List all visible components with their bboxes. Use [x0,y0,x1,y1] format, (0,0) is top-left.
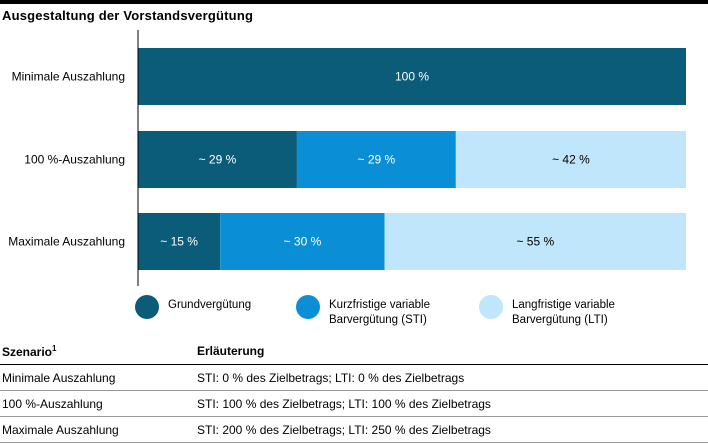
table-row: Minimale Auszahlung STI: 0 % des Zielbet… [0,365,708,391]
data-label: ~ 15 % [160,235,198,249]
header-erlaeuterung: Erläuterung [197,344,265,358]
top-rule [0,0,708,4]
bar-segment [455,131,686,188]
legend-item-grund: Grundvergütung [135,295,252,319]
data-label: 100 % [395,70,429,84]
table-row: 100 %-Auszahlung STI: 100 % des Zielbetr… [0,391,708,417]
bar-segment [138,48,686,105]
bar-segment [138,213,221,270]
bar-segment [220,213,385,270]
legend-label-grund: Grundvergütung [168,299,252,311]
data-label: ~ 55 % [516,235,554,249]
table-cell: STI: 200 % des Zielbetrags; LTI: 250 % d… [197,423,491,437]
table-header: Szenario1 Erläuterung [0,336,708,365]
data-label: ~ 30 % [284,235,322,249]
table-cell: STI: 100 % des Zielbetrags; LTI: 100 % d… [197,397,491,411]
legend-item-sti: Kurzfristige variable Barvergütung (STI) [296,295,430,328]
header-szenario: Szenario1 [2,344,57,359]
legend-label-lti: Langfristige variable Barvergütung (LTI) [512,299,615,326]
data-label: ~ 29 % [199,153,237,167]
data-label: ~ 29 % [358,153,396,167]
stacked-bar-chart: Minimale Auszahlung 100 % 100 %-Auszahlung… [8,30,686,286]
category-label: Maximale Auszahlung [8,235,125,249]
legend-swatch-sti [296,295,320,319]
table-cell: STI: 0 % des Zielbetrags; LTI: 0 % des Z… [197,371,465,385]
scenario-table: Szenario1 Erläuterung Minimale Auszahlun… [0,336,708,443]
table-cell: Minimale Auszahlung [2,371,116,385]
category-label: 100 %-Auszahlung [24,153,125,167]
legend-swatch-grund [135,295,159,319]
bar-segment [138,131,297,188]
chart-title: Ausgestaltung der Vorstandsvergütung [2,8,254,23]
data-label: ~ 42 % [552,153,590,167]
bar-segment [296,131,456,188]
table-cell: 100 %-Auszahlung [2,397,103,411]
legend-swatch-lti [479,295,503,319]
bar-segment [384,213,686,270]
legend-label-sti: Kurzfristige variable Barvergütung (STI) [329,299,430,326]
table-cell: Maximale Auszahlung [2,423,119,437]
table-row: Maximale Auszahlung STI: 200 % des Zielb… [0,417,708,443]
category-label: Minimale Auszahlung [12,70,125,84]
legend-item-lti: Langfristige variable Barvergütung (LTI) [479,295,615,328]
